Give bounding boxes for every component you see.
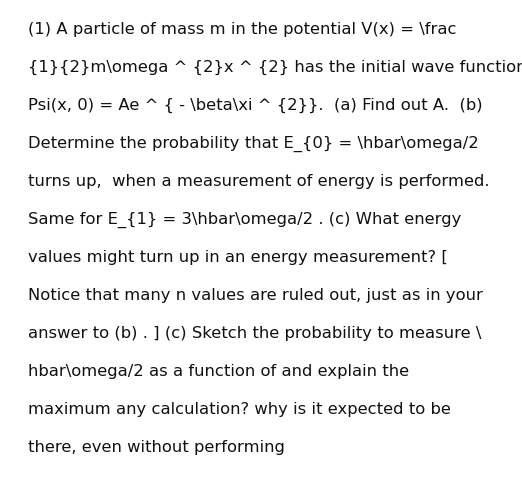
Text: turns up,  when a measurement of energy is performed.: turns up, when a measurement of energy i… bbox=[28, 174, 490, 189]
Text: Same for E_{1} = 3\hbar\omega/2 . (c) What energy: Same for E_{1} = 3\hbar\omega/2 . (c) Wh… bbox=[28, 212, 461, 228]
Text: Psi(x, 0) = Ae ^ { - \beta\xi ^ {2}}.  (a) Find out A.  (b): Psi(x, 0) = Ae ^ { - \beta\xi ^ {2}}. (a… bbox=[28, 98, 483, 113]
Text: there, even without performing: there, even without performing bbox=[28, 440, 285, 455]
Text: (1) A particle of mass m in the potential V(x) = \frac: (1) A particle of mass m in the potentia… bbox=[28, 22, 457, 37]
Text: values might turn up in an energy measurement? [: values might turn up in an energy measur… bbox=[28, 250, 448, 265]
Text: hbar\omega/2 as a function of and explain the: hbar\omega/2 as a function of and explai… bbox=[28, 364, 409, 379]
Text: maximum any calculation? why is it expected to be: maximum any calculation? why is it expec… bbox=[28, 402, 451, 417]
Text: Determine the probability that E_{0} = \hbar\omega/2: Determine the probability that E_{0} = \… bbox=[28, 136, 479, 152]
Text: {1}{2}m\omega ^ {2}x ^ {2} has the initial wave function: \: {1}{2}m\omega ^ {2}x ^ {2} has the initi… bbox=[28, 60, 522, 75]
Text: answer to (b) . ] (c) Sketch the probability to measure \: answer to (b) . ] (c) Sketch the probabi… bbox=[28, 326, 481, 341]
Text: Notice that many n values are ruled out, just as in your: Notice that many n values are ruled out,… bbox=[28, 288, 483, 303]
